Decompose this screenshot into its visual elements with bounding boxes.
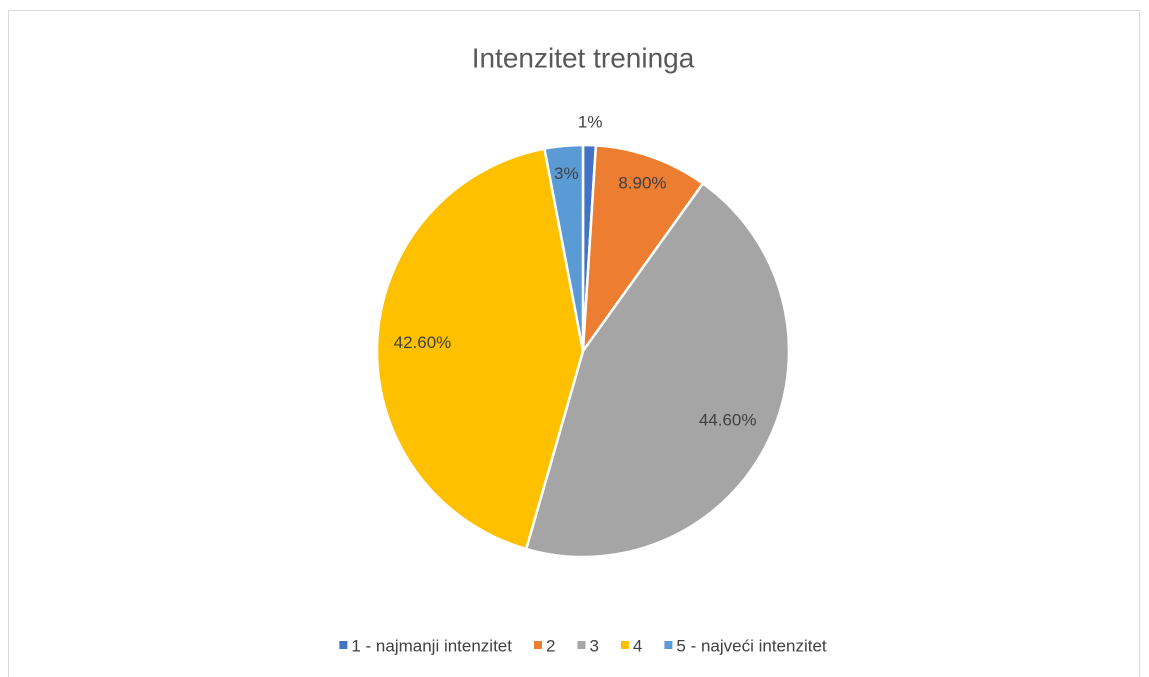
legend-label: 5 - najveći intenzitet (676, 636, 827, 655)
pie-slice (542, 143, 585, 352)
legend-label: 4 (633, 636, 642, 655)
legend-label: 3 (589, 636, 598, 655)
pie-slice (581, 144, 705, 356)
data-label: 8.90% (618, 174, 666, 193)
legend: 1 - najmanji intenzitet 2 3 4 5 - najveći in… (339, 636, 827, 655)
legend-label: 2 (546, 636, 555, 655)
pie-slice (524, 181, 791, 559)
legend-swatch (577, 641, 586, 649)
legend-swatch (533, 641, 542, 649)
legend-swatch (620, 641, 629, 649)
chart-title: Intenzitet treninga (472, 42, 695, 73)
data-label: 1% (578, 113, 603, 132)
data-label: 42.60% (394, 333, 452, 352)
legend-swatch (339, 641, 348, 649)
pie-slice (375, 147, 585, 551)
legend-label: 1 - najmanji intenzitet (351, 636, 512, 655)
data-label: 3% (554, 164, 579, 183)
legend-swatch (664, 641, 673, 649)
data-label: 44.60% (699, 410, 757, 429)
pie: 1% 8.90% 44.60% 42.60% 3% (375, 113, 791, 559)
